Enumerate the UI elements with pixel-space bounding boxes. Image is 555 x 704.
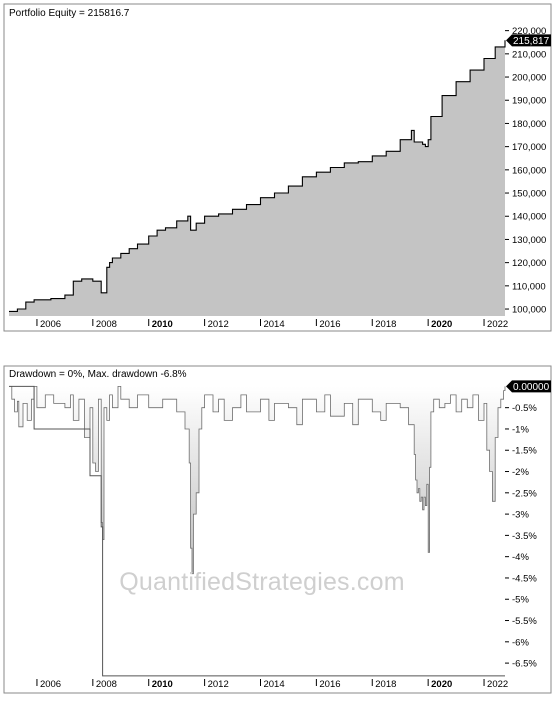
- equity-panel: Portfolio Equity = 215816.7 100,000 110,0…: [3, 3, 552, 332]
- drawdown-y-tick-label: -2%: [512, 467, 529, 478]
- equity-area-fill: [9, 40, 505, 317]
- drawdown-x-tick-label: 2022: [487, 679, 508, 690]
- equity-y-tick-label: 200,000: [512, 73, 546, 84]
- equity-x-tick-label: 2012: [208, 319, 229, 330]
- equity-y-tick-label: 110,000: [512, 281, 546, 292]
- equity-chart-title: Portfolio Equity = 215816.7: [9, 8, 130, 19]
- drawdown-chart-title: Drawdown = 0%, Max. drawdown -6.8%: [9, 369, 187, 380]
- drawdown-x-tick-label: 2016: [319, 679, 340, 690]
- equity-x-tick-label: 2014: [263, 319, 284, 330]
- equity-x-tick-label: 2018: [375, 319, 396, 330]
- drawdown-x-tick-label: 2010: [152, 679, 173, 690]
- drawdown-x-tick-label: 2018: [375, 679, 396, 690]
- equity-y-tick-label: 180,000: [512, 119, 546, 130]
- equity-y-tick-label: 220,000: [512, 26, 546, 37]
- equity-last-value-tag-text: 215,817: [513, 36, 550, 47]
- drawdown-last-value-tag-bg: [506, 380, 551, 393]
- drawdown-y-tick-label: -1.5%: [512, 446, 537, 457]
- equity-y-tick-label: 100,000: [512, 305, 546, 316]
- drawdown-y-tick-label: -5%: [512, 595, 529, 606]
- equity-last-value-tag: 215,817: [506, 34, 551, 47]
- drawdown-y-tick-label: -6%: [512, 637, 529, 648]
- equity-y-tick-label: 150,000: [512, 189, 546, 200]
- max-drawdown-line: [9, 385, 505, 677]
- drawdown-y-tick-label: -2.5%: [512, 488, 537, 499]
- drawdown-y-tick-label: -4%: [512, 552, 529, 563]
- drawdown-last-value-tag-text: 0.00000: [513, 382, 550, 393]
- drawdown-y-tick-label: -1%: [512, 424, 529, 435]
- equity-y-tick-label: 210,000: [512, 49, 546, 60]
- equity-x-tick-label: 2010: [152, 319, 173, 330]
- equity-y-tick-label: 160,000: [512, 165, 546, 176]
- equity-x-tick-label: 2016: [319, 319, 340, 330]
- equity-x-tick-label: 2006: [40, 319, 61, 330]
- equity-y-tick-label: 130,000: [512, 235, 546, 246]
- drawdown-y-tick-label: -3.5%: [512, 531, 537, 542]
- drawdown-panel: Drawdown = 0%, Max. drawdown -6.8% -0.5%…: [3, 365, 552, 694]
- drawdown-x-tick-label: 2008: [96, 679, 117, 690]
- drawdown-x-tick-label: 2012: [208, 679, 229, 690]
- equity-last-value-tag-bg: [506, 34, 551, 47]
- equity-y-tick-label: 170,000: [512, 142, 546, 153]
- drawdown-y-tick-label: -0.5%: [512, 403, 537, 414]
- drawdown-y-tick-label: -6.5%: [512, 659, 537, 670]
- drawdown-y-tick-label: -5.5%: [512, 616, 537, 627]
- drawdown-last-value-tag: 0.00000: [506, 380, 551, 393]
- equity-x-tick-label: 2020: [431, 319, 452, 330]
- drawdown-x-tick-label: 2020: [431, 679, 452, 690]
- drawdown-y-tick-label: -3%: [512, 510, 529, 521]
- drawdown-y-tick-label: -4.5%: [512, 573, 537, 584]
- equity-x-tick-label: 2008: [96, 319, 117, 330]
- equity-y-tick-label: 120,000: [512, 258, 546, 269]
- watermark-text: QuantifiedStrategies.com: [119, 568, 405, 596]
- drawdown-x-tick-label: 2006: [40, 679, 61, 690]
- drawdown-x-tick-label: 2014: [263, 679, 284, 690]
- equity-x-tick-label: 2022: [487, 319, 508, 330]
- drawdown-line: [9, 386, 506, 575]
- equity-line: [9, 40, 506, 312]
- equity-y-tick-label: 190,000: [512, 96, 546, 107]
- equity-y-tick-label: 140,000: [512, 212, 546, 223]
